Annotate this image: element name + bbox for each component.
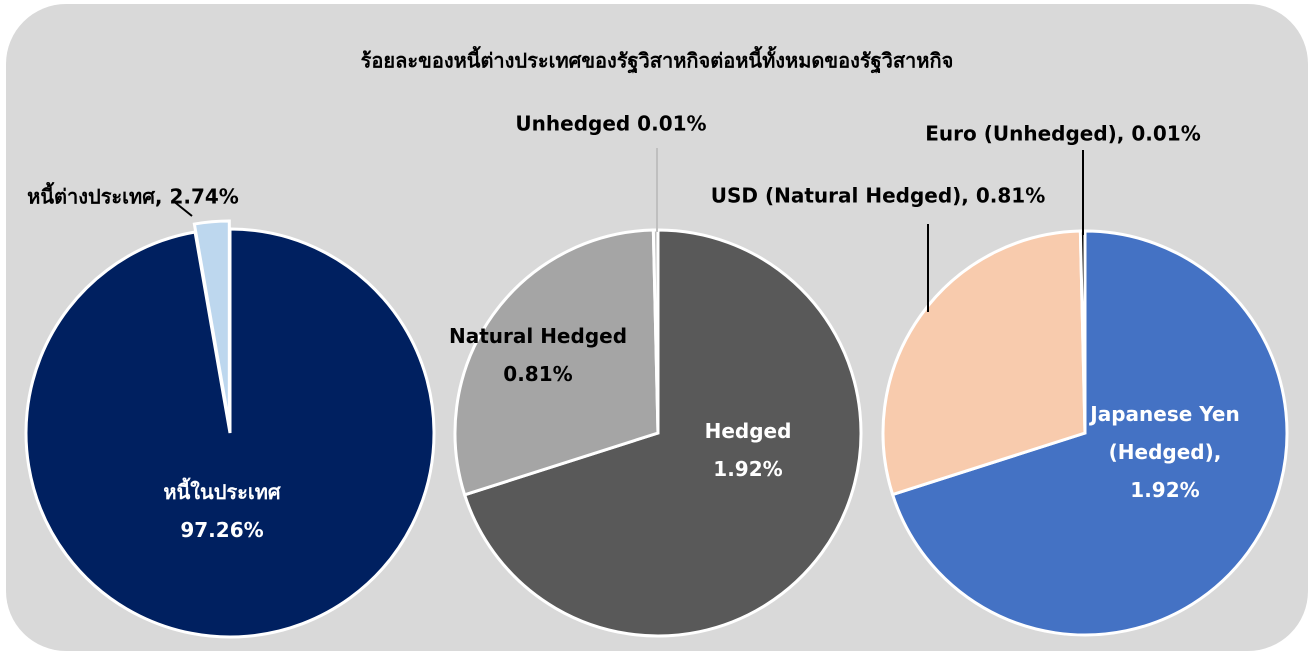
data-label: Japanese Yen (Hedged), 1.92%: [1088, 402, 1239, 502]
pie-slice: [24, 227, 436, 639]
pie-slice: [890, 229, 1289, 637]
chart-title: ร้อยละของหนี้ต่างประเทศของรัฐวิสาหกิจต่อ…: [361, 46, 954, 75]
pie-slice: [462, 228, 863, 638]
pie-slice: [881, 229, 1087, 497]
pie-slice: [453, 228, 660, 497]
data-label: Unhedged 0.01%: [515, 112, 706, 136]
data-label: USD (Natural Hedged), 0.81%: [711, 184, 1045, 208]
data-label: หนี้ในประเทศ 97.26%: [163, 477, 281, 542]
data-label: Euro (Unhedged), 0.01%: [925, 122, 1201, 146]
data-label: หนี้ต่างประเทศ, 2.74%: [27, 182, 239, 209]
data-label: Hedged 1.92%: [705, 419, 792, 481]
pie-slice: [192, 219, 231, 426]
data-label: Natural Hedged 0.81%: [449, 324, 627, 386]
leader-line: [171, 199, 193, 217]
